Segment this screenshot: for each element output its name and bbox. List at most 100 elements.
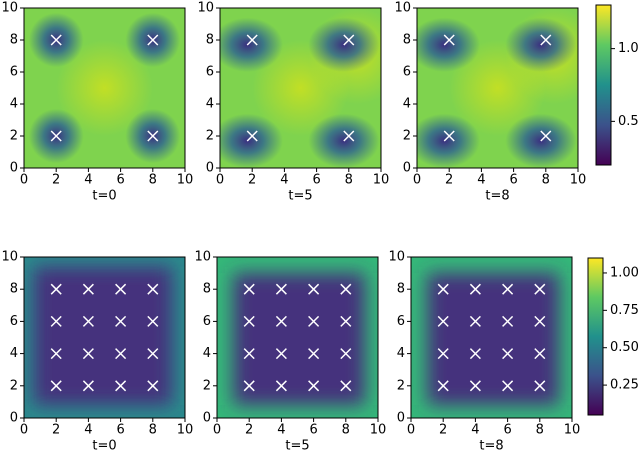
marker [275, 283, 287, 295]
marker [534, 283, 546, 295]
marker [147, 34, 159, 46]
marker [502, 348, 514, 360]
x-tick-label: 0 [216, 173, 224, 188]
y-tick-label: 10 [388, 250, 405, 265]
axes-frame [216, 256, 379, 419]
y-tick-label: 8 [403, 33, 411, 48]
x-axis-label: t=8 [485, 189, 509, 204]
marker [243, 380, 255, 392]
marker [50, 380, 62, 392]
colorbar-tick-label: 0.25 [610, 378, 639, 393]
x-tick-label: 8 [149, 173, 157, 188]
x-tick-label: 0 [213, 423, 221, 438]
axes-frame [23, 256, 186, 419]
colorbar-tick-label: 0.5 [618, 114, 639, 129]
x-tick-label: 4 [277, 423, 285, 438]
marker [50, 283, 62, 295]
marker [469, 348, 481, 360]
heatmap [24, 257, 185, 418]
y-tick-label: 10 [394, 1, 411, 16]
y-tick-label: 4 [403, 97, 411, 112]
marker [308, 283, 320, 295]
y-tick-label: 2 [203, 378, 211, 393]
y-tick-label: 4 [397, 346, 405, 361]
colorbar-tick-label: 1.00 [610, 265, 639, 280]
marker [502, 380, 514, 392]
x-tick-label: 4 [471, 423, 479, 438]
marker [147, 315, 159, 327]
marker [50, 130, 62, 142]
x-tick-label: 2 [245, 423, 253, 438]
marker [243, 283, 255, 295]
marker [502, 283, 514, 295]
marker [115, 348, 127, 360]
y-tick-label: 6 [203, 314, 211, 329]
heatmap [217, 257, 378, 418]
marker [50, 315, 62, 327]
y-tick-label: 0 [10, 161, 18, 176]
colorbar-tick-label: 0.50 [610, 340, 639, 355]
y-tick-label: 6 [10, 65, 18, 80]
y-tick-label: 4 [206, 97, 214, 112]
x-tick-label: 8 [342, 423, 350, 438]
y-tick-label: 10 [194, 250, 211, 265]
marker [340, 380, 352, 392]
heatmap-field [417, 17, 480, 72]
x-tick-label: 6 [312, 173, 320, 188]
marker [308, 380, 320, 392]
marker [115, 283, 127, 295]
y-tick-label: 2 [10, 129, 18, 144]
x-tick-label: 4 [84, 173, 92, 188]
marker [343, 130, 355, 142]
y-tick-label: 10 [1, 250, 18, 265]
marker [147, 348, 159, 360]
marker [437, 315, 449, 327]
y-tick-label: 2 [10, 378, 18, 393]
x-axis-label: t=5 [285, 439, 309, 454]
x-tick-label: 8 [345, 173, 353, 188]
x-tick-label: 10 [177, 173, 194, 188]
y-tick-label: 10 [197, 1, 214, 16]
marker [469, 315, 481, 327]
x-tick-label: 6 [503, 423, 511, 438]
x-tick-label: 6 [116, 173, 124, 188]
y-tick-label: 8 [10, 282, 18, 297]
marker [82, 380, 94, 392]
y-tick-label: 8 [10, 33, 18, 48]
y-tick-label: 4 [10, 346, 18, 361]
marker [469, 380, 481, 392]
y-tick-label: 0 [397, 411, 405, 426]
colorbar-tick-label: 0.75 [610, 303, 639, 318]
heatmap [417, 8, 578, 168]
x-axis-label: t=0 [92, 439, 116, 454]
x-axis-label: t=5 [288, 189, 312, 204]
x-tick-label: 10 [570, 173, 587, 188]
heatmap [220, 8, 381, 168]
x-axis-label: t=8 [479, 439, 503, 454]
marker [534, 380, 546, 392]
x-tick-label: 0 [20, 423, 28, 438]
marker [437, 348, 449, 360]
y-tick-label: 4 [203, 346, 211, 361]
y-tick-label: 2 [397, 378, 405, 393]
marker [443, 34, 455, 46]
marker [308, 348, 320, 360]
x-tick-label: 6 [116, 423, 124, 438]
marker [534, 315, 546, 327]
marker [437, 283, 449, 295]
marker [275, 315, 287, 327]
marker [340, 348, 352, 360]
marker [115, 315, 127, 327]
y-tick-label: 0 [403, 161, 411, 176]
heatmap-field [220, 17, 283, 72]
heatmap-field [220, 113, 283, 168]
y-tick-label: 0 [10, 411, 18, 426]
x-tick-label: 10 [370, 423, 387, 438]
marker [534, 348, 546, 360]
marker [308, 315, 320, 327]
x-tick-label: 10 [373, 173, 390, 188]
x-tick-label: 8 [542, 173, 550, 188]
y-tick-label: 6 [10, 314, 18, 329]
x-tick-label: 2 [52, 173, 60, 188]
